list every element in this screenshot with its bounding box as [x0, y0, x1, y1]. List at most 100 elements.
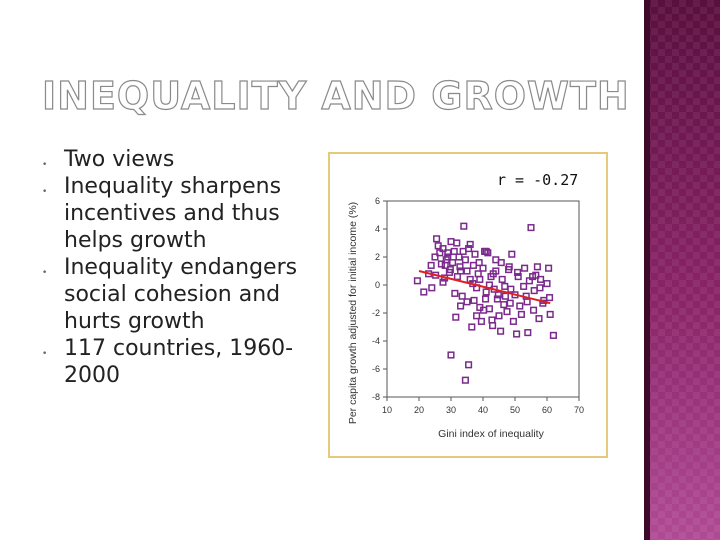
- x-axis-label: Gini index of inequality: [438, 428, 544, 440]
- bullet-marker-icon: •: [42, 187, 48, 197]
- data-point: [463, 267, 471, 275]
- bullet-marker-icon: •: [42, 160, 48, 170]
- bullet-text: Inequality sharpens incentives and thus …: [64, 174, 282, 253]
- data-point: [461, 256, 469, 264]
- data-point: [450, 247, 458, 255]
- bullet-text: 117 countries, 1960-2000: [64, 336, 294, 388]
- data-point: [495, 312, 503, 320]
- x-tick-label: 70: [574, 405, 584, 415]
- data-point: [514, 273, 522, 281]
- data-point: [509, 317, 517, 325]
- data-point: [458, 292, 466, 300]
- bullet-item: • Two views: [42, 146, 312, 173]
- bullet-item: • Inequality endangers social cohesion an…: [42, 254, 312, 335]
- data-point: [520, 282, 528, 290]
- data-point: [474, 270, 482, 278]
- data-point: [436, 249, 444, 257]
- data-point: [470, 296, 478, 304]
- data-point: [505, 263, 513, 271]
- y-tick-label: -2: [372, 308, 380, 318]
- data-point: [476, 275, 484, 283]
- data-point: [453, 239, 461, 247]
- bullet-list: • Two views • Inequality sharpens incentiv…: [42, 146, 312, 389]
- bullet-text: Two views: [64, 147, 175, 172]
- data-point: [530, 287, 538, 295]
- data-point: [479, 264, 487, 272]
- data-point: [457, 302, 465, 310]
- data-point: [428, 284, 436, 292]
- bullet-item: • 117 countries, 1960-2000: [42, 335, 312, 389]
- data-point: [447, 351, 455, 359]
- x-tick-label: 50: [510, 405, 520, 415]
- data-point: [489, 270, 497, 278]
- data-point: [508, 250, 516, 258]
- data-point: [489, 322, 497, 330]
- data-point: [527, 224, 535, 232]
- data-point: [530, 306, 538, 314]
- data-point: [484, 249, 492, 257]
- data-point: [459, 247, 467, 255]
- data-point: [427, 261, 435, 269]
- data-point: [543, 280, 551, 288]
- data-point: [537, 275, 545, 283]
- y-tick-label: 4: [375, 224, 380, 234]
- data-point: [524, 329, 532, 337]
- data-point: [471, 250, 479, 258]
- data-point: [413, 277, 421, 285]
- x-tick-label: 20: [414, 405, 424, 415]
- data-point: [516, 302, 524, 310]
- data-point: [455, 253, 463, 261]
- data-point: [444, 249, 452, 257]
- data-point: [501, 282, 509, 290]
- data-point: [461, 376, 469, 384]
- y-tick-label: -6: [372, 364, 380, 374]
- data-point: [535, 315, 543, 323]
- y-tick-label: -4: [372, 336, 380, 346]
- data-point: [431, 253, 439, 261]
- data-point: [482, 295, 490, 303]
- x-tick-label: 30: [446, 405, 456, 415]
- data-point: [480, 306, 488, 314]
- data-point: [456, 263, 464, 271]
- data-point: [439, 278, 447, 286]
- data-point: [452, 313, 460, 321]
- data-point: [549, 331, 557, 339]
- data-point: [477, 317, 485, 325]
- slide-title: INEQUALITY AND GROWTH: [41, 73, 630, 118]
- data-point: [485, 305, 493, 313]
- data-point: [503, 308, 511, 316]
- data-point: [447, 238, 455, 246]
- data-point: [465, 361, 473, 369]
- data-point: [521, 264, 529, 272]
- data-point: [523, 298, 531, 306]
- y-tick-label: 6: [375, 196, 380, 206]
- y-tick-label: 2: [375, 252, 380, 262]
- data-point: [453, 273, 461, 281]
- data-point: [546, 310, 554, 318]
- data-point: [451, 289, 459, 297]
- data-point: [497, 259, 505, 267]
- bullet-item: • Inequality sharpens incentives and thus…: [42, 173, 312, 254]
- data-point: [457, 267, 465, 275]
- bullet-text: Inequality endangers social cohesion and…: [64, 255, 298, 334]
- data-point: [494, 291, 502, 299]
- data-point: [517, 310, 525, 318]
- data-point: [433, 235, 441, 243]
- data-point: [437, 260, 445, 268]
- data-point: [506, 299, 514, 307]
- data-point: [482, 288, 490, 296]
- data-point: [449, 259, 457, 267]
- scatter-chart-frame: 10 20 30 40 50 60 70 6 4 2 0 -2 -4 -6 -8 Gini index of …: [328, 152, 608, 458]
- y-tick-label: 0: [375, 280, 380, 290]
- data-point: [420, 288, 428, 296]
- x-tick-label: 60: [542, 405, 552, 415]
- y-tick-label: -8: [372, 392, 380, 402]
- data-point: [468, 323, 476, 331]
- data-point: [482, 247, 490, 255]
- data-point: [514, 268, 522, 276]
- data-point: [493, 295, 501, 303]
- data-point: [475, 259, 483, 267]
- data-point: [507, 285, 515, 293]
- data-point: [460, 222, 468, 230]
